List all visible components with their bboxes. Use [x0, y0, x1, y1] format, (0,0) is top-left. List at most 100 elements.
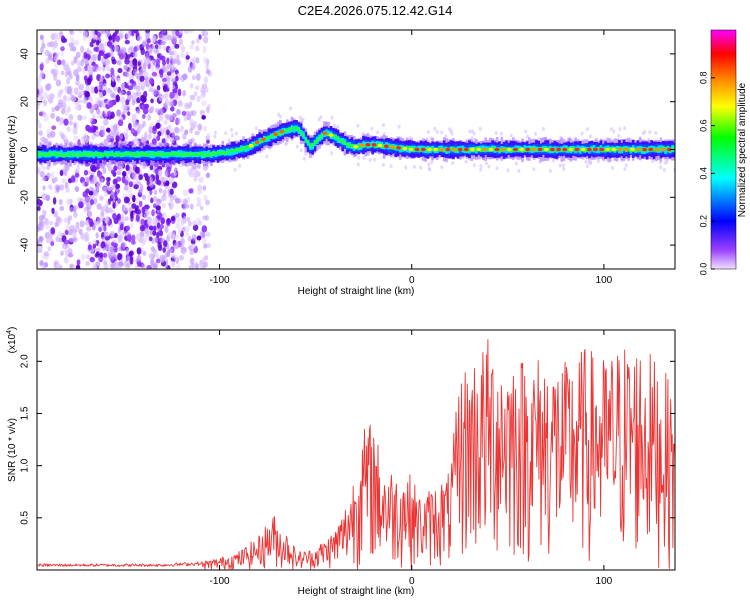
noise-speck [176, 109, 181, 115]
noise-speck [42, 209, 47, 216]
spectrogram-x-axis-label: Height of straight line (km) [298, 286, 415, 297]
halo-speck [588, 161, 592, 166]
ridge-cell [671, 147, 674, 151]
ridge-cell [198, 151, 202, 156]
noise-speck [160, 40, 166, 46]
noise-speck [191, 57, 196, 64]
ridge-cell [486, 148, 490, 152]
halo-speck [317, 117, 321, 122]
noise-speck [110, 241, 115, 247]
noise-speck [174, 134, 180, 141]
noise-speck [201, 115, 206, 120]
halo-speck [238, 163, 242, 168]
noise-speck [166, 71, 172, 76]
spectrogram-x-tick-label: 100 [596, 275, 613, 286]
noise-speck [127, 111, 131, 116]
noise-speck [154, 252, 159, 258]
halo-speck [330, 115, 334, 120]
halo-speck [580, 131, 584, 136]
ridge-hotspot [279, 129, 285, 134]
noise-speck [175, 234, 180, 240]
noise-speck [73, 224, 79, 231]
noise-speck [76, 164, 80, 172]
noise-speck [106, 127, 111, 133]
noise-speck [181, 110, 187, 116]
noise-speck [136, 109, 141, 114]
ridge-cell [221, 150, 225, 155]
snr-series-line [37, 339, 675, 570]
noise-speck [151, 209, 155, 217]
noise-speck [99, 45, 106, 52]
halo-speck [548, 168, 552, 173]
noise-speck [166, 129, 170, 136]
noise-speck [197, 188, 203, 195]
ridge-hotspot [457, 147, 463, 152]
noise-speck [144, 227, 150, 236]
ridge-cell [209, 151, 213, 156]
ridge-cell [138, 152, 142, 157]
noise-speck [133, 46, 138, 53]
noise-speck [156, 135, 161, 142]
halo-speck [368, 158, 372, 163]
noise-speck [96, 217, 101, 224]
ridge-hotspot [660, 147, 666, 152]
noise-speck [63, 94, 67, 101]
noise-speck [136, 247, 142, 255]
noise-speck [180, 51, 185, 59]
noise-speck [119, 224, 124, 231]
ridge-cell [126, 152, 130, 156]
noise-speck [150, 60, 157, 67]
colorbar-tick-label: 0.0 [698, 263, 708, 276]
noise-speck [128, 68, 133, 76]
ridge-hotspot [666, 147, 672, 152]
ridge-cell [597, 146, 600, 151]
noise-speck [133, 30, 139, 34]
noise-speck [203, 125, 207, 132]
noise-speck [164, 169, 169, 177]
noise-speck [51, 68, 56, 75]
noise-speck [77, 104, 82, 111]
noise-speck [93, 46, 99, 52]
ridge-hotspot [506, 147, 512, 152]
ridge-cell [535, 148, 538, 152]
noise-speck [137, 61, 141, 67]
ridge-hotspot [580, 147, 586, 152]
halo-speck [440, 130, 444, 135]
halo-speck [617, 133, 621, 138]
noise-speck [144, 175, 150, 182]
noise-speck [77, 99, 83, 104]
halo-speck [451, 161, 455, 166]
noise-speck [183, 215, 187, 224]
noise-speck [171, 58, 177, 65]
noise-speck [189, 44, 194, 50]
noise-speck [124, 216, 129, 221]
noise-speck [142, 114, 146, 119]
noise-speck [69, 207, 74, 212]
noise-speck [132, 194, 136, 203]
noise-speck [126, 255, 131, 261]
noise-speck [119, 30, 124, 36]
noise-speck [56, 187, 60, 193]
noise-speck [103, 231, 109, 238]
noise-speck [166, 63, 172, 70]
noise-speck [67, 215, 73, 221]
ridge-cell [62, 153, 65, 157]
noise-speck [117, 219, 122, 226]
noise-speck [95, 232, 99, 239]
noise-speck [201, 100, 207, 107]
noise-speck [112, 213, 117, 220]
noise-speck [63, 118, 69, 126]
ridge-cell [332, 133, 335, 137]
noise-speck [115, 94, 121, 103]
noise-speck [108, 100, 114, 108]
noise-speck [142, 120, 146, 128]
halo-speck [562, 167, 566, 172]
halo-speck [651, 159, 655, 164]
halo-speck [541, 126, 545, 131]
noise-speck [99, 195, 104, 201]
noise-speck [40, 46, 44, 54]
ridge-cell [175, 152, 178, 156]
noise-speck [136, 254, 142, 263]
noise-speck [199, 93, 204, 100]
